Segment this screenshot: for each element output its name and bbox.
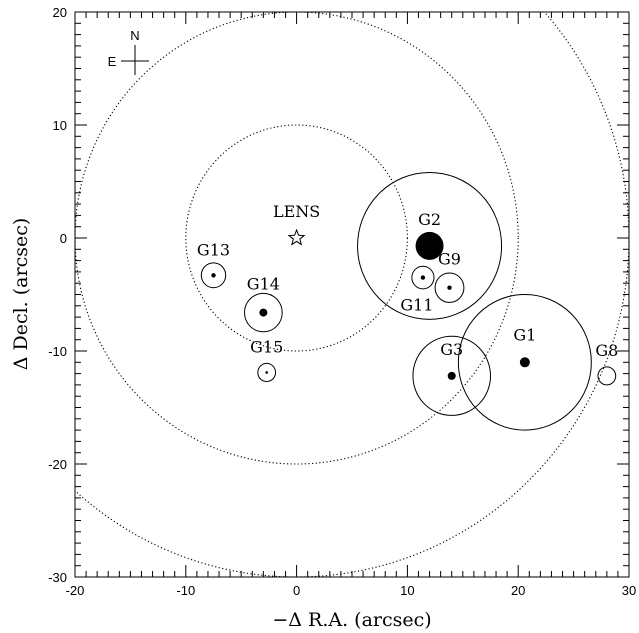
galaxy-dot-g13 [211, 273, 216, 278]
galaxy-dot-g9 [447, 285, 452, 290]
x-tick-label: 0 [293, 583, 300, 598]
y-tick-label: -20 [48, 457, 67, 472]
y-tick-label: -10 [48, 344, 67, 359]
galaxy-label-g8: G8 [595, 341, 618, 360]
galaxy-labels: G1 G2 G3 G8 G9 G11 G13 G14 G15 [197, 210, 618, 360]
lens-label: LENS [273, 202, 320, 221]
galaxy-label-g13: G13 [197, 240, 230, 259]
galaxy-label-g15: G15 [250, 337, 283, 356]
galaxy-dot-g3 [447, 371, 456, 380]
galaxy-dot-g2 [415, 231, 444, 260]
x-tick-label: 20 [511, 583, 525, 598]
galaxy-circle-g8 [597, 366, 617, 386]
galaxy-dot-g14 [259, 308, 268, 317]
x-axis-label: −Δ R.A. (arcsec) [272, 609, 431, 631]
compass: N E [108, 28, 149, 75]
galaxy-circle-g1 [457, 294, 592, 431]
galaxy-dot-g11 [420, 275, 426, 280]
dotted-radius-circle [75, 12, 519, 465]
tick-marks [74, 11, 630, 578]
galaxy-label-g11: G11 [400, 296, 433, 315]
x-tick-label: 10 [400, 583, 414, 598]
x-tick-label: -10 [176, 583, 195, 598]
plot-frame [74, 11, 630, 578]
galaxy-circle-g13 [200, 262, 227, 289]
galaxy-circle-g9 [434, 272, 465, 303]
galaxy-label-g2: G2 [418, 210, 441, 229]
x-tick-label: -20 [66, 583, 85, 598]
dotted-radius-circles [75, 12, 629, 577]
lens-marker-group: LENS [273, 202, 320, 246]
x-tick-label: 30 [622, 583, 636, 598]
compass-east-label: E [108, 54, 117, 69]
compass-north-label: N [130, 28, 139, 43]
y-axis-label: Δ Decl. (arcsec) [10, 218, 32, 371]
galaxy-circle-g15 [257, 362, 277, 383]
galaxy-dot-g15 [265, 371, 268, 374]
galaxy-circle-g14 [244, 292, 283, 333]
galaxy-label-g3: G3 [440, 340, 463, 359]
galaxy-label-g1: G1 [513, 325, 536, 344]
lens-star-icon [287, 228, 306, 246]
galaxy-dot-g1 [519, 357, 530, 368]
dotted-radius-circle [75, 12, 629, 577]
galaxy-label-g14: G14 [247, 275, 280, 294]
galaxy-circle-g11 [411, 265, 435, 290]
dotted-radius-circle [185, 124, 408, 352]
y-tick-label: 0 [60, 231, 67, 246]
galaxy-markers [200, 171, 617, 431]
y-tick-label: -30 [48, 570, 67, 585]
galaxy-label-g9: G9 [438, 250, 461, 269]
galaxy-circle-g2 [357, 171, 503, 320]
y-tick-label: 10 [53, 118, 67, 133]
galaxy-circle-g3 [412, 335, 491, 416]
y-tick-label: 20 [53, 5, 67, 20]
